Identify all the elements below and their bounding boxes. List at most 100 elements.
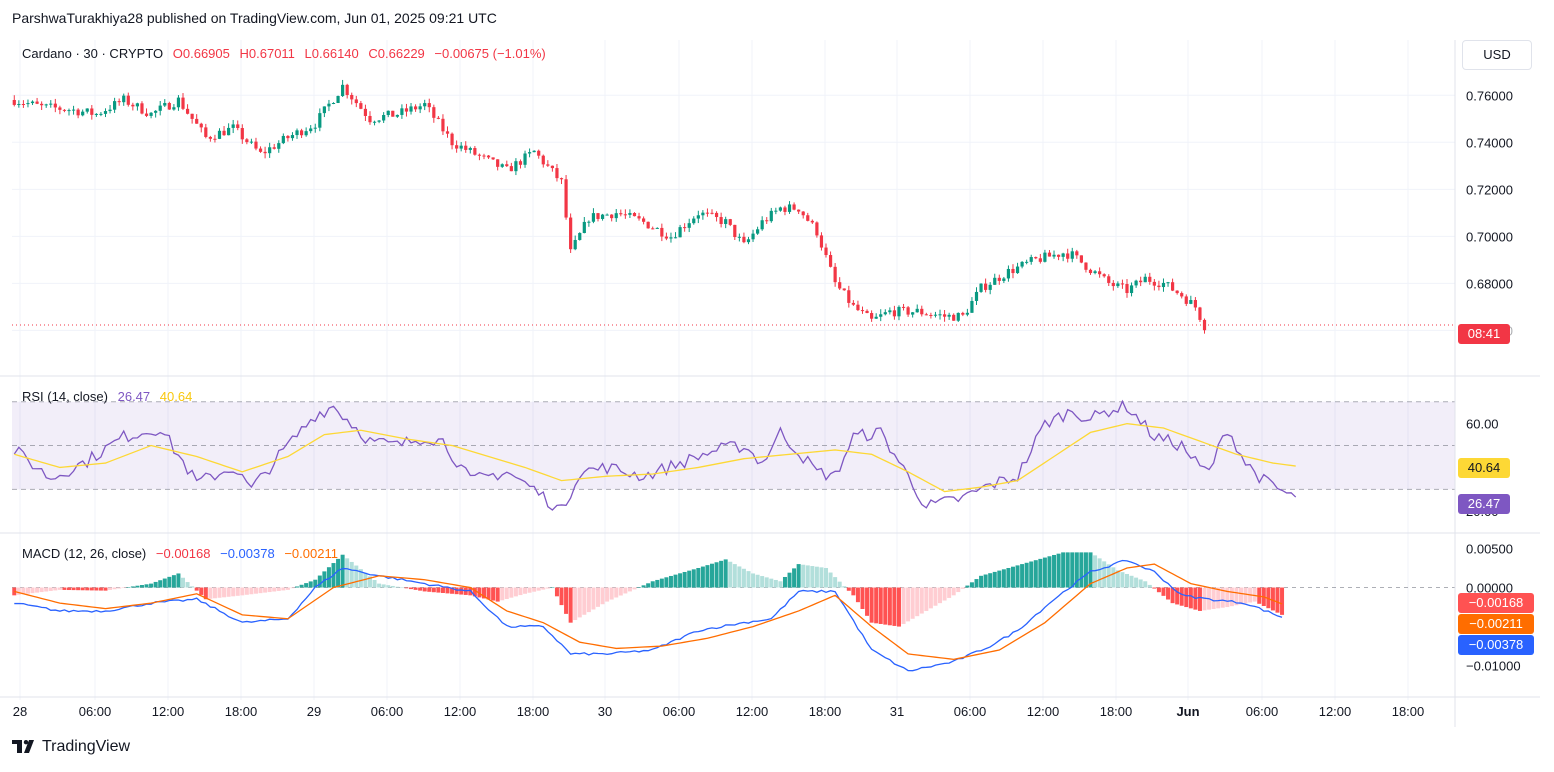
- candle-body: [181, 97, 185, 109]
- macd-hist-bar: [1083, 552, 1088, 588]
- candle-body: [368, 115, 372, 123]
- macd-hist-bar: [121, 587, 126, 589]
- macd-hist-bar: [1093, 555, 1098, 588]
- macd-hist-bar: [1166, 587, 1171, 600]
- macd-hist-bar: [459, 587, 464, 595]
- candle-body: [724, 219, 728, 225]
- macd-hist-bar: [190, 586, 195, 588]
- macd-hist-bar: [158, 580, 163, 588]
- macd-hist-bar: [153, 581, 158, 588]
- macd-hist-bar: [641, 585, 646, 588]
- candle-body: [792, 204, 796, 210]
- macd-hist-bar: [965, 585, 970, 588]
- macd-hist-bar: [413, 587, 418, 590]
- candle-body: [1043, 252, 1047, 262]
- rsi-title[interactable]: RSI (14, close): [22, 389, 108, 404]
- candle-body: [413, 106, 418, 110]
- macd-hist-bar: [272, 587, 277, 592]
- macd-hist-bar: [395, 586, 400, 588]
- footer-brand[interactable]: TradingView: [12, 738, 130, 756]
- time-tick-label: 06:00: [663, 704, 696, 719]
- macd-hist-bar: [541, 587, 546, 590]
- brand-name: TradingView: [42, 738, 131, 755]
- time-tick-label: 18:00: [809, 704, 842, 719]
- candle-body: [714, 212, 719, 218]
- tradingview-logo-icon: [12, 740, 34, 753]
- macd-hist-bar: [705, 565, 710, 588]
- macd-hist-bar: [906, 587, 911, 622]
- candle-body: [546, 164, 550, 166]
- time-tick-label: 06:00: [954, 704, 987, 719]
- macd-hist-bar: [595, 587, 600, 607]
- candle-body: [286, 135, 290, 139]
- macd-title[interactable]: MACD (12, 26, close): [22, 546, 147, 561]
- symbol-label[interactable]: Cardano · 30 · CRYPTO: [22, 46, 164, 61]
- macd-hist-bar: [1102, 561, 1107, 588]
- candle-body: [1120, 283, 1125, 285]
- macd-hist-bar: [668, 575, 673, 588]
- macd-hist-bar: [199, 587, 204, 595]
- candle-body: [441, 118, 445, 132]
- macd-hist-bar: [842, 586, 847, 588]
- macd-hist-bar: [874, 587, 879, 624]
- candle-body: [386, 110, 390, 115]
- candle-body: [733, 224, 737, 238]
- candle-body: [464, 145, 468, 150]
- macd-hist-bar: [673, 574, 678, 588]
- macd-hist-bar: [992, 571, 997, 588]
- candle-body: [1066, 253, 1070, 259]
- currency-button[interactable]: USD: [1462, 40, 1532, 70]
- time-tick-label: 18:00: [1392, 704, 1425, 719]
- macd-hist-bar: [828, 572, 833, 588]
- candle-body: [103, 111, 108, 114]
- macd-hist-bar: [960, 587, 965, 589]
- candle-body: [600, 214, 605, 219]
- candle-body: [956, 312, 960, 321]
- macd-hist-bar: [98, 587, 103, 591]
- candle-body: [236, 124, 240, 129]
- time-tick-label: 06:00: [79, 704, 112, 719]
- macd-hist-bar: [632, 587, 637, 590]
- macd-hist-bar: [751, 573, 756, 588]
- macd-hist-bar: [851, 587, 856, 596]
- macd-hist-bar: [126, 587, 131, 588]
- macd-hist-bar: [35, 587, 40, 593]
- low-value: L0.66140: [304, 46, 359, 61]
- candle-body: [933, 314, 938, 316]
- macd-hist-bar: [951, 587, 956, 596]
- macd-hist-bar: [162, 578, 167, 588]
- macd-tick-label: −0.01000: [1466, 659, 1521, 674]
- rsi-line: [13, 399, 1297, 511]
- candle-body: [455, 145, 459, 149]
- candle-body: [254, 141, 258, 149]
- macd-hist-bar: [1024, 562, 1029, 588]
- candle-body: [797, 209, 801, 212]
- macd-hist-bar: [769, 578, 774, 588]
- macd-hist-bar: [974, 579, 979, 588]
- macd-hist-bar: [194, 587, 199, 591]
- candle-body: [1079, 255, 1083, 263]
- candle-body: [555, 168, 559, 179]
- macd-hist-bar: [285, 587, 290, 590]
- candle-body: [217, 130, 222, 139]
- candle-body: [742, 236, 746, 243]
- candle-body: [299, 130, 304, 136]
- macd-hist-bar: [792, 568, 797, 588]
- macd-hist-bar: [919, 587, 924, 614]
- macd-hist-bar: [299, 584, 304, 588]
- macd-hist-bar: [30, 587, 35, 594]
- macd-hist-bar: [869, 587, 874, 623]
- change-value: −0.00675 (−1.01%): [434, 46, 546, 61]
- macd-hist-bar: [901, 587, 906, 624]
- candle-body: [486, 155, 491, 158]
- macd-hist-bar: [760, 576, 765, 588]
- macd-hist-bar: [468, 587, 473, 596]
- rsi-ma-line: [14, 422, 1296, 493]
- macd-hist-bar: [650, 581, 655, 588]
- candle-body: [35, 101, 39, 104]
- candle-body: [336, 96, 340, 103]
- macd-hist-bar: [240, 587, 245, 596]
- candle-body: [751, 233, 755, 240]
- macd-hist-bar: [112, 587, 117, 590]
